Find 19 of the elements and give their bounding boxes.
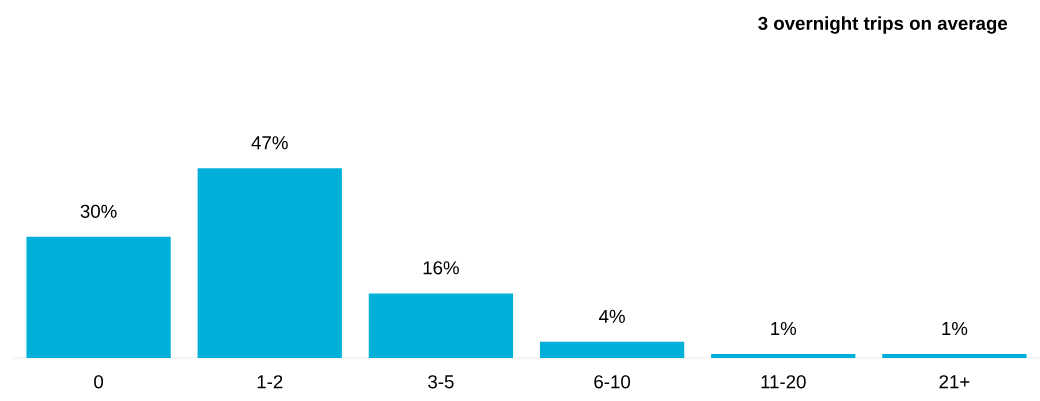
data-label: 1% [771,321,797,336]
data-label: 4% [599,309,625,323]
bar [539,341,685,358]
bar [711,353,856,358]
x-tick-label: 1-2 [257,375,283,389]
bar [882,353,1027,358]
data-label: 16% [423,261,459,275]
x-tick-label: 21+ [939,375,970,389]
data-label: 47% [251,136,288,150]
data-label: 30% [80,204,117,218]
chart-title: 3 overnight trips on average [758,16,1008,34]
x-tick-label: 6-10 [594,375,631,389]
x-tick-label: 3-5 [428,375,454,389]
bar [197,168,342,358]
x-tick-label: 11-20 [761,375,806,389]
bar [26,236,171,358]
data-label: 1% [942,321,968,336]
x-tick-label: 0 [94,375,104,389]
bar [368,293,514,358]
